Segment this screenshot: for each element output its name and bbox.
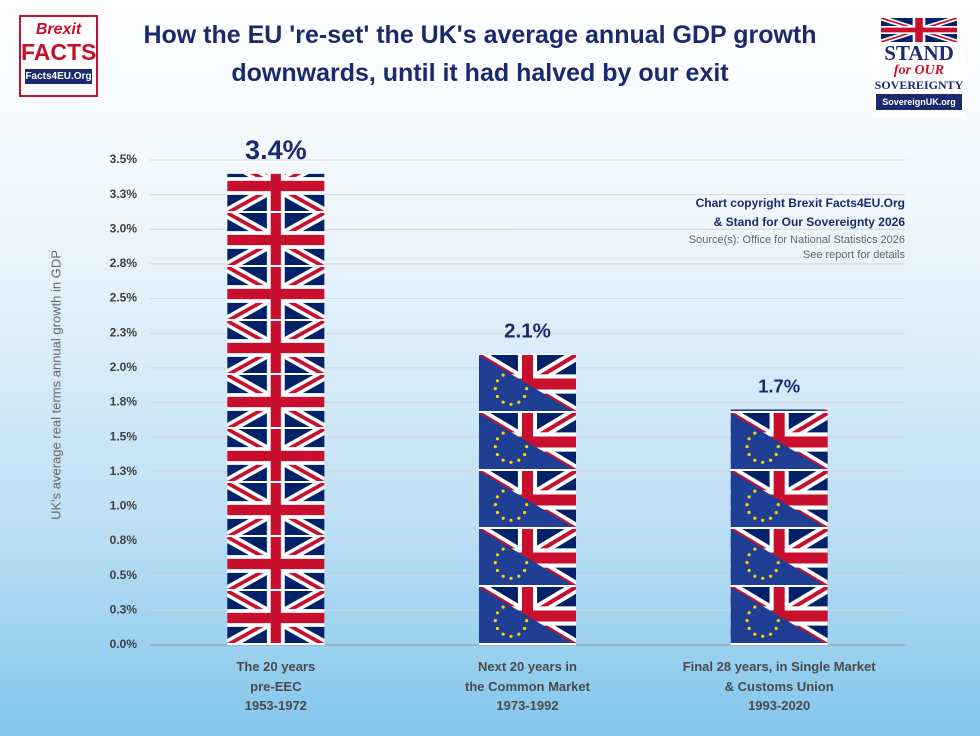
- y-tick-label: 2.3%: [110, 325, 138, 339]
- x-tick-label: Final 28 years, in Single Market & Custo…: [682, 659, 876, 713]
- y-tick-label: 0.0%: [110, 637, 138, 651]
- logo-brexit-facts: Brexit FACTS Facts4EU.Org: [19, 15, 98, 97]
- logo-stand: STAND for OUR SOVEREIGNTY SovereignUK.or…: [872, 14, 966, 117]
- annotation: Chart copyright Brexit Facts4EU.Org: [695, 196, 905, 210]
- bar: [479, 354, 576, 645]
- logo-text: for OUR: [893, 63, 945, 78]
- logo-text: SOVEREIGNTY: [874, 78, 964, 92]
- y-tick-label: 1.8%: [110, 395, 138, 409]
- value-label: 2.1%: [504, 319, 551, 342]
- annotation: & Stand for Our Sovereignty 2026: [713, 215, 905, 229]
- y-tick-label: 0.5%: [110, 568, 138, 582]
- logo-text: SovereignUK.org: [876, 94, 962, 110]
- bar: [730, 409, 828, 645]
- y-tick-label: 0.8%: [110, 533, 138, 547]
- annotation: See report for details: [802, 249, 905, 261]
- x-tick-label: Next 20 years in the Common Market 1973-…: [465, 659, 590, 713]
- y-tick-label: 2.5%: [110, 291, 138, 305]
- y-axis-label: UK's average real terms annual growth in…: [48, 250, 63, 520]
- y-tick-label: 2.8%: [110, 256, 138, 270]
- value-label: 1.7%: [758, 375, 800, 396]
- y-tick-label: 2.0%: [110, 360, 138, 374]
- y-tick-label: 3.3%: [110, 187, 138, 201]
- value-label: 3.4%: [245, 135, 307, 165]
- logo-text: Facts4EU.Org: [25, 69, 92, 84]
- logo-text: STAND: [884, 41, 954, 65]
- annotation: Source(s): Office for National Statistic…: [688, 234, 905, 246]
- logo-text: Brexit: [35, 21, 82, 38]
- y-tick-label: 1.5%: [110, 429, 138, 443]
- y-tick-label: 1.3%: [110, 464, 138, 478]
- y-tick-label: 3.0%: [110, 221, 138, 235]
- bar: [227, 173, 325, 645]
- y-tick-label: 0.3%: [110, 603, 138, 617]
- chart-title: How the EU 're-set' the UK's average ann…: [143, 21, 817, 87]
- y-tick-label: 3.5%: [110, 152, 138, 166]
- logo-text: FACTS: [21, 39, 97, 65]
- y-tick-label: 1.0%: [110, 499, 138, 513]
- logo-flag: [881, 18, 957, 42]
- x-tick-label: The 20 years pre-EEC 1953-1972: [236, 659, 316, 713]
